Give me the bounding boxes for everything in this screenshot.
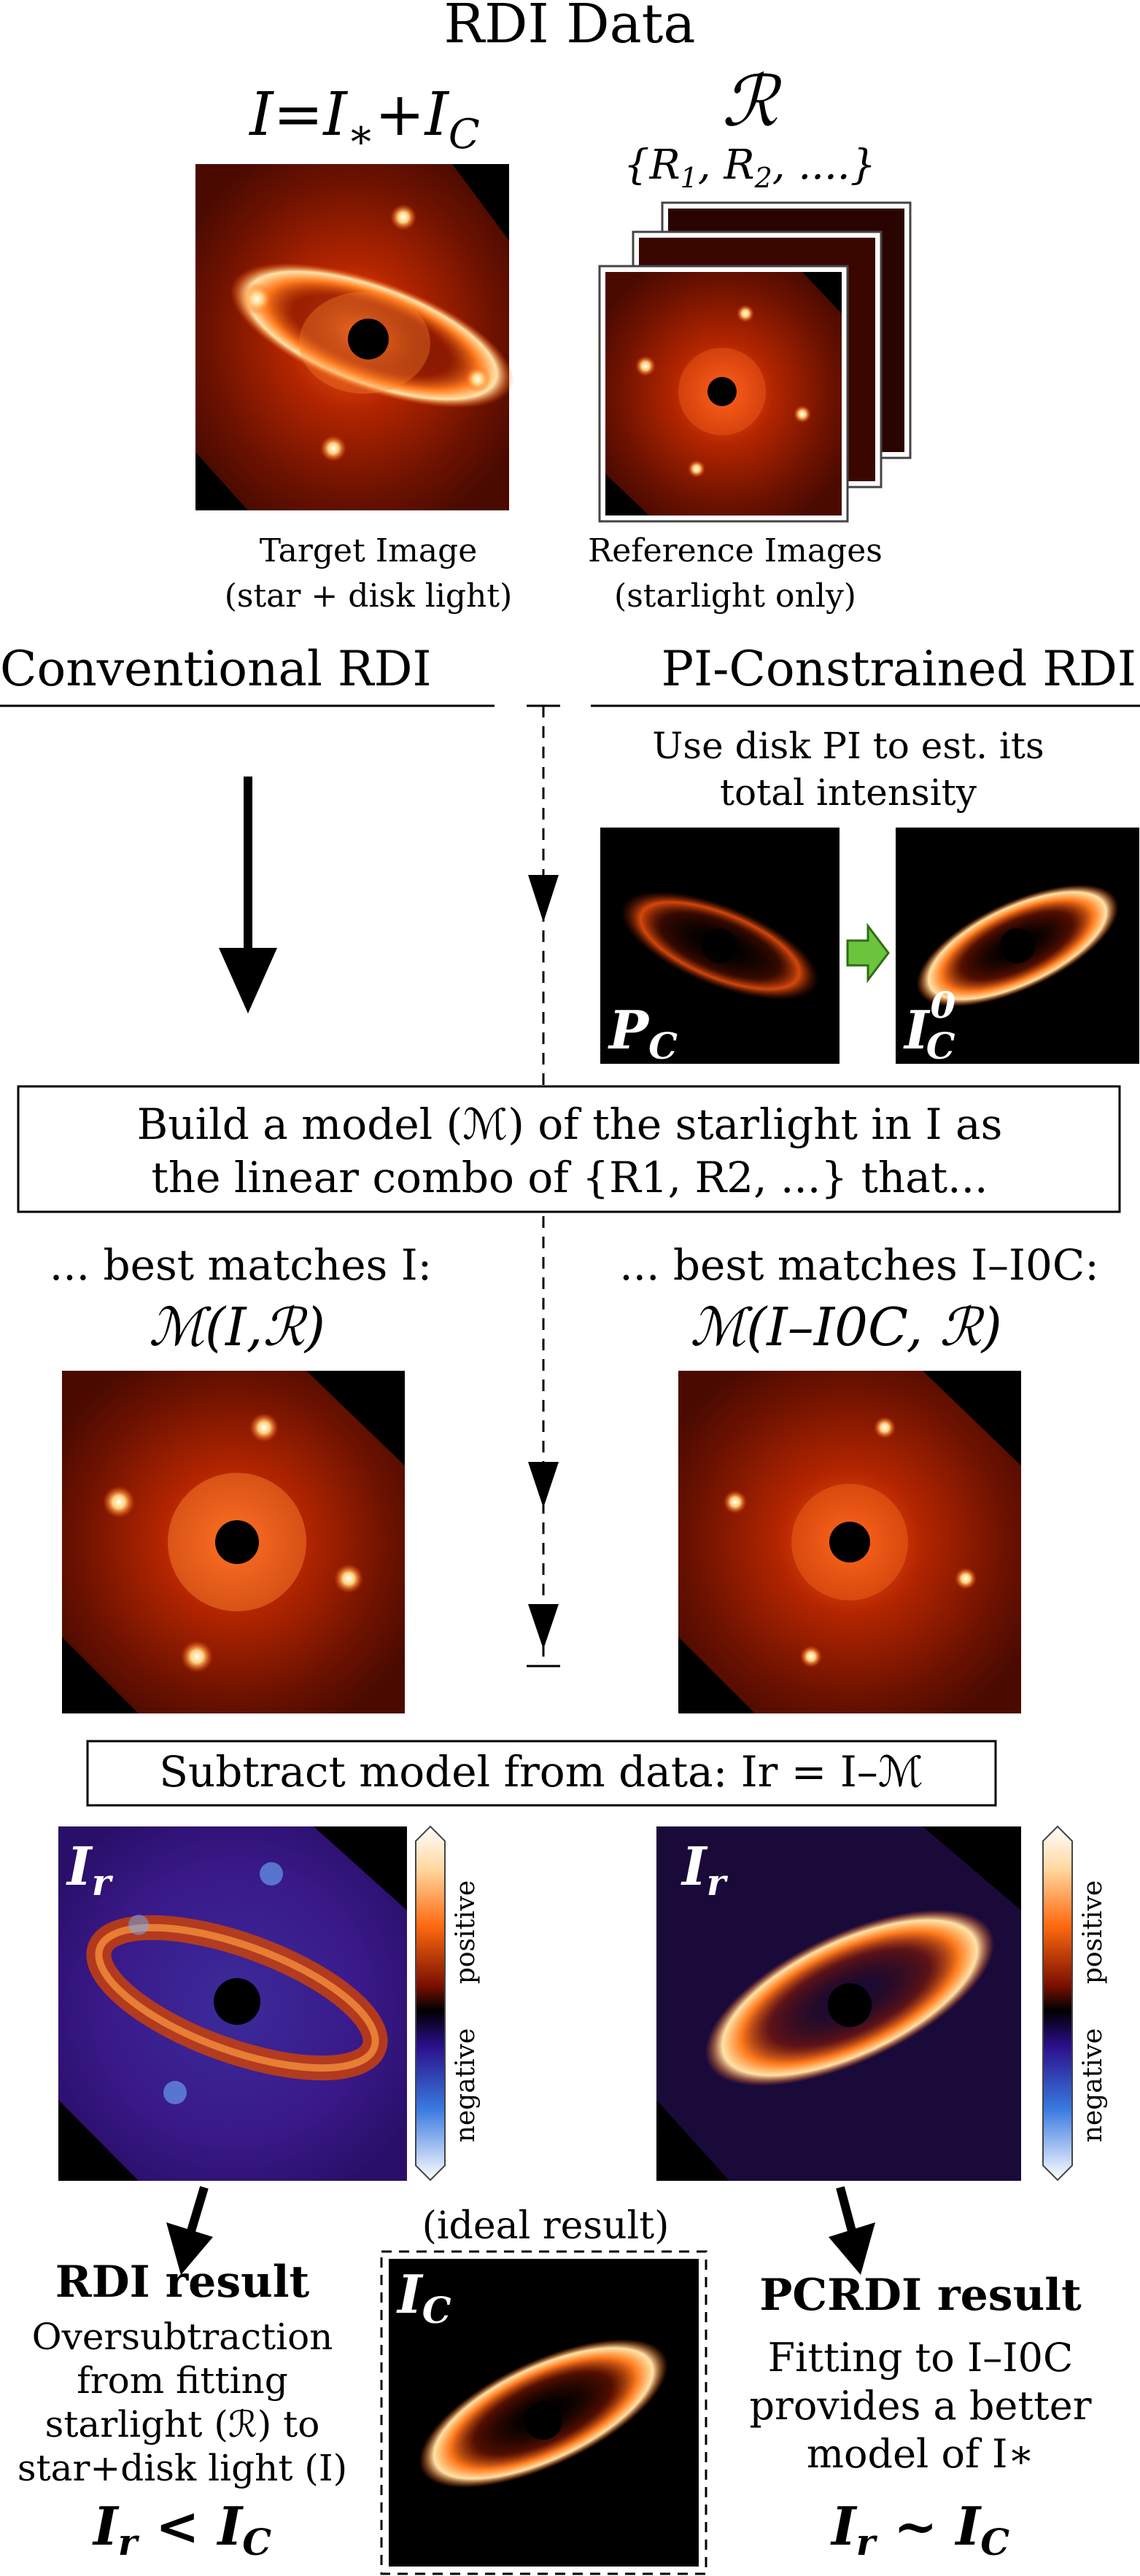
ideal-result-image <box>389 2259 699 2567</box>
rdi-result-line1: Oversubtraction <box>32 2316 333 2358</box>
right-colorbar-positive-label: positive <box>1078 1880 1108 1984</box>
left-colorbar <box>415 1825 446 2182</box>
pcrdi-result-line3: model of I∗ <box>807 2431 1034 2477</box>
left-colorbar-negative-label: negative <box>451 2028 481 2143</box>
rdi-result-relation: Ir < IC <box>92 2495 271 2564</box>
diagram-title: RDI Data <box>443 0 695 55</box>
target-caption-line2: (star + disk light) <box>225 577 513 615</box>
left-model-line1: ... best matches I: <box>50 1240 432 1290</box>
left-column-header: Conventional RDI <box>0 641 432 697</box>
target-image <box>195 164 514 510</box>
green-arrow <box>846 922 890 984</box>
right-ir-label: Ir <box>680 1835 729 1904</box>
reference-symbol: ℛ <box>722 61 783 142</box>
rdi-result-line3: starlight (ℛ) to <box>45 2403 320 2445</box>
pc-label: PC <box>608 999 678 1067</box>
left-result-arrow-shaft <box>187 2186 209 2233</box>
center-arrow-2 <box>528 1462 559 1508</box>
rdi-result-title: RDI result <box>55 2257 310 2308</box>
left-result-arrow-head <box>166 2222 213 2275</box>
model-box-line2: the linear combo of {R1, R2, ...} that..… <box>152 1153 988 1202</box>
reference-image-stack <box>598 201 912 523</box>
reference-caption-line2: (starlight only) <box>614 577 856 615</box>
target-formula: I=I∗+IC <box>248 80 480 158</box>
right-column-header: PI-Constrained RDI <box>662 641 1136 697</box>
pcrdi-result-line2: provides a better <box>749 2383 1091 2429</box>
pi-step-line1: Use disk PI to est. its <box>652 725 1044 767</box>
right-model-line2: ℳ(I–I0C, ℛ) <box>690 1296 1002 1358</box>
right-colorbar <box>1042 1825 1073 2182</box>
pcrdi-result-line1: Fitting to I–I0C <box>768 2335 1074 2381</box>
pi-step-line2: total intensity <box>720 771 977 814</box>
left-residual-image <box>58 1826 407 2181</box>
left-model-line2: ℳ(I,ℛ) <box>149 1296 325 1358</box>
pcrdi-result-relation: Ir ~ IC <box>830 2495 1009 2564</box>
right-model-image <box>678 1371 1021 1713</box>
left-flow-arrow-head <box>219 948 277 1013</box>
model-box <box>17 1085 1121 1213</box>
pc-image <box>600 828 840 1064</box>
ic0-image <box>896 828 1139 1064</box>
center-arrow-residual <box>528 1604 559 1649</box>
left-colorbar-positive-label: positive <box>451 1880 481 1984</box>
reference-caption-line1: Reference Images <box>588 532 883 569</box>
right-result-arrow-shaft <box>836 2186 856 2233</box>
right-result-arrow-head <box>829 2222 875 2275</box>
rdi-result-line2: from fitting <box>77 2359 288 2402</box>
subtract-box-text: Subtract model from data: Ir = I–ℳ <box>159 1747 923 1797</box>
right-residual-image <box>656 1826 1021 2181</box>
ideal-result-label: (ideal result) <box>422 2204 670 2248</box>
reference-set: {R1, R2, ....} <box>624 141 876 194</box>
right-model-line1: ... best matches I–I0C: <box>619 1240 1099 1290</box>
model-box-line1: Build a model (ℳ) of the starlight in I … <box>137 1100 1003 1149</box>
right-colorbar-negative-label: negative <box>1078 2028 1108 2143</box>
pcrdi-result-title: PCRDI result <box>759 2270 1082 2321</box>
rdi-result-line4: star+disk light (I) <box>18 2447 347 2489</box>
subtract-box <box>86 1740 997 1807</box>
target-caption-line1: Target Image <box>260 532 478 569</box>
center-arrow-1 <box>528 875 559 922</box>
left-model-image <box>62 1371 405 1713</box>
ideal-result-frame <box>380 2250 707 2575</box>
